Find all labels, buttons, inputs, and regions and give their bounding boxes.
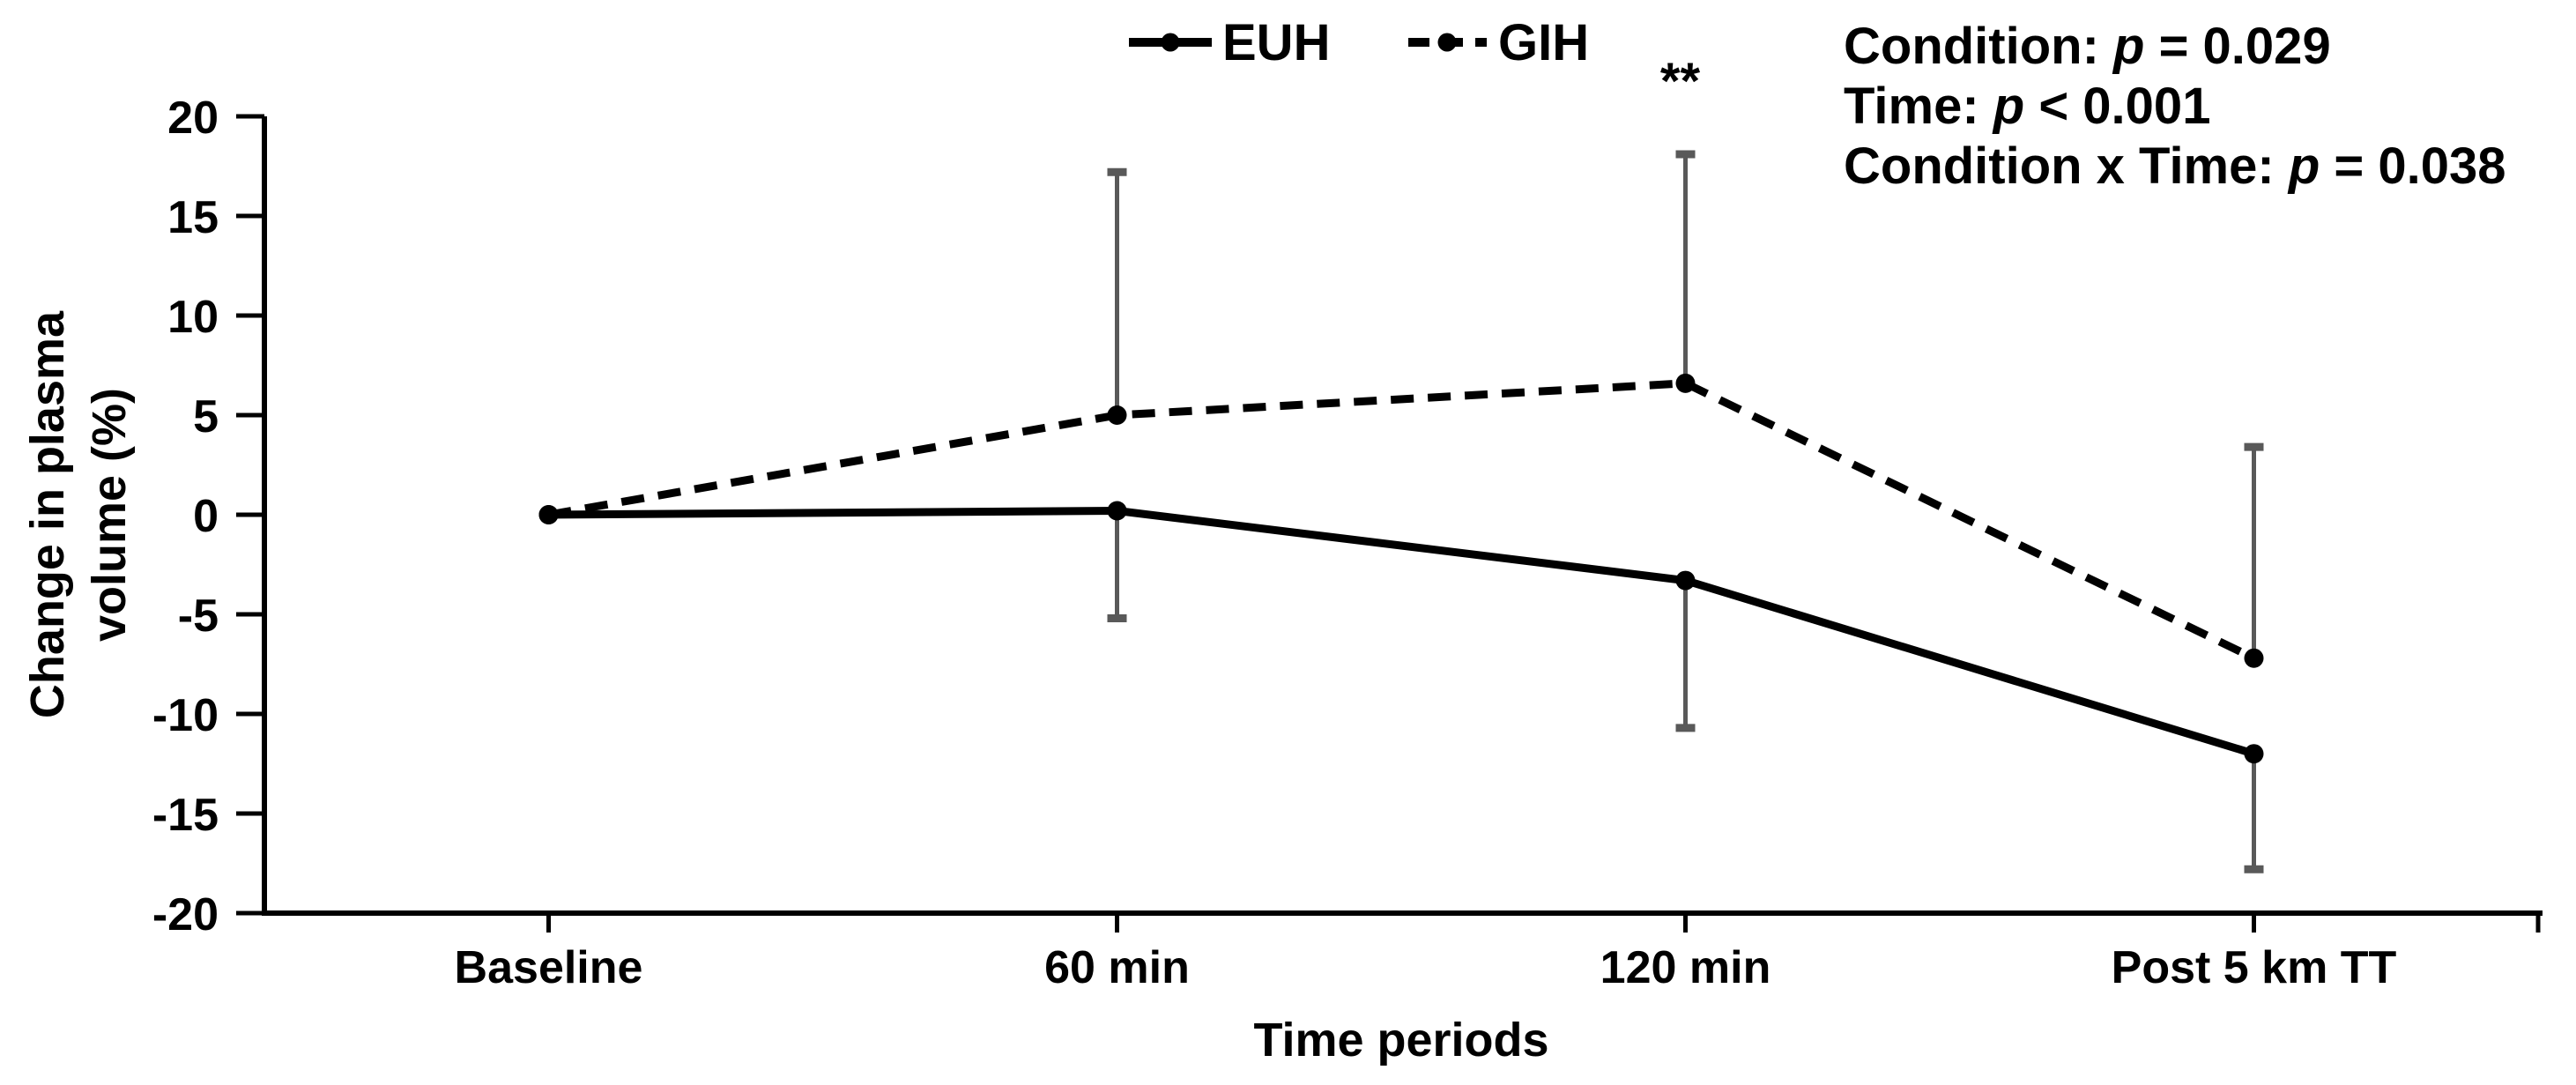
legend-marker-GIH xyxy=(1437,33,1457,52)
legend-marker-EUH xyxy=(1161,33,1180,52)
y-tick-label: 0 xyxy=(193,491,219,542)
significance-marker: ** xyxy=(1660,53,1701,110)
data-point-EUH-120 min xyxy=(1675,570,1696,591)
y-axis-title-line1: Change in plasma xyxy=(21,310,74,718)
data-point-GIH-60 min xyxy=(1107,405,1127,425)
data-point-GIH-Baseline xyxy=(538,505,559,524)
legend-label-GIH: GIH xyxy=(1498,14,1589,71)
data-point-GIH-Post 5 km TT xyxy=(2244,648,2264,668)
stats-annotation-2: Time: p < 0.001 xyxy=(1844,78,2210,135)
y-tick-label: -15 xyxy=(152,790,219,841)
stats-annotation-3: Condition x Time: p = 0.038 xyxy=(1844,137,2506,195)
y-tick-label: 20 xyxy=(167,93,219,144)
y-tick-label: 5 xyxy=(193,391,219,442)
x-tick-label: Post 5 km TT xyxy=(2112,942,2397,993)
x-tick-label: 60 min xyxy=(1044,942,1190,993)
series-line-GIH xyxy=(547,379,2256,662)
y-tick-label: -5 xyxy=(178,591,219,642)
legend-label-EUH: EUH xyxy=(1222,14,1330,71)
y-tick-label: 15 xyxy=(167,192,219,243)
y-tick-label: -20 xyxy=(152,889,219,940)
x-tick-label: Baseline xyxy=(455,942,643,993)
series-line-EUH xyxy=(548,506,2255,758)
x-tick-label: 120 min xyxy=(1600,942,1771,993)
data-point-GIH-120 min xyxy=(1675,373,1696,393)
data-point-EUH-Post 5 km TT xyxy=(2244,744,2264,764)
y-tick-label: -10 xyxy=(152,690,219,741)
data-point-EUH-60 min xyxy=(1107,501,1127,521)
x-axis-title: Time periods xyxy=(1253,1014,1548,1066)
y-tick-label: 10 xyxy=(167,292,219,343)
y-axis-title-line2: volume (%) xyxy=(83,388,136,642)
stats-annotation-1: Condition: p = 0.029 xyxy=(1844,18,2331,75)
